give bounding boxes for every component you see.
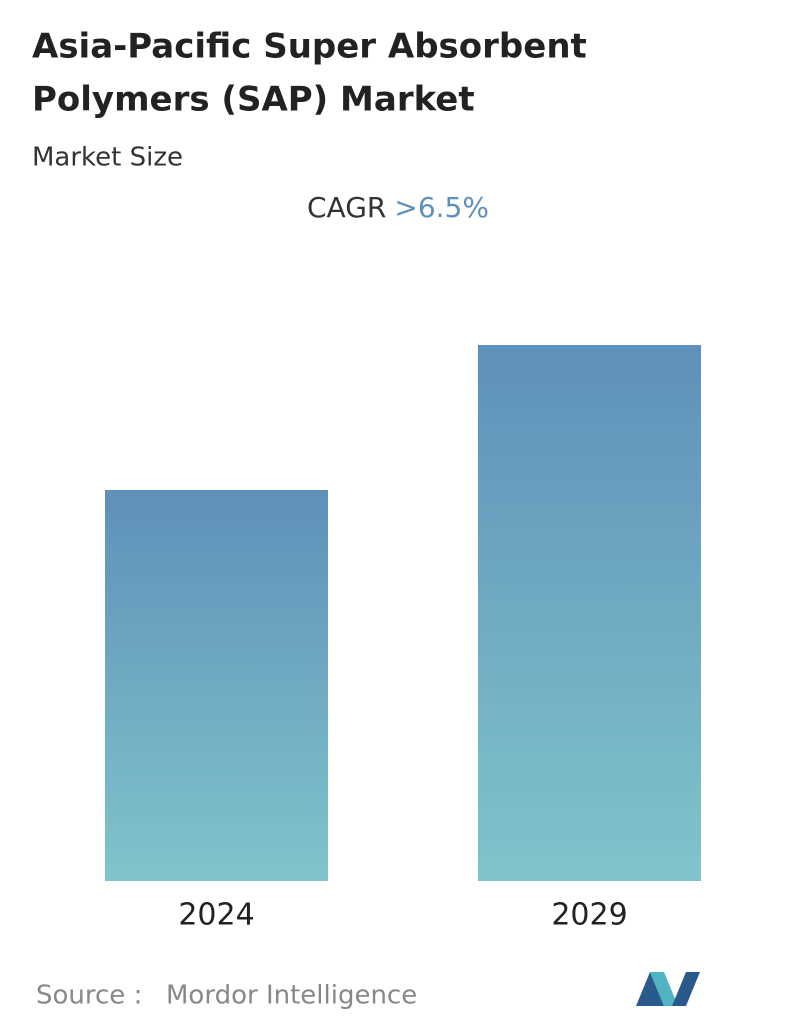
cagr-label: CAGR [307,191,386,224]
x-tick-label: 2024 [178,898,254,933]
logo [636,972,700,1006]
source-label: Source : [36,981,142,1011]
source: Mordor Intelligence [166,981,417,1011]
cagr-value: >6.5% [394,191,489,224]
chart-subtitle: Market Size [32,143,183,173]
chart-title: Asia-Pacific Super Absorbent [32,27,587,67]
x-tick-label: 2029 [551,898,627,933]
bar [105,490,328,881]
cagr: CAGR >6.5% [307,191,489,224]
chart-title: Polymers (SAP) Market [32,80,475,120]
bar [478,345,701,881]
